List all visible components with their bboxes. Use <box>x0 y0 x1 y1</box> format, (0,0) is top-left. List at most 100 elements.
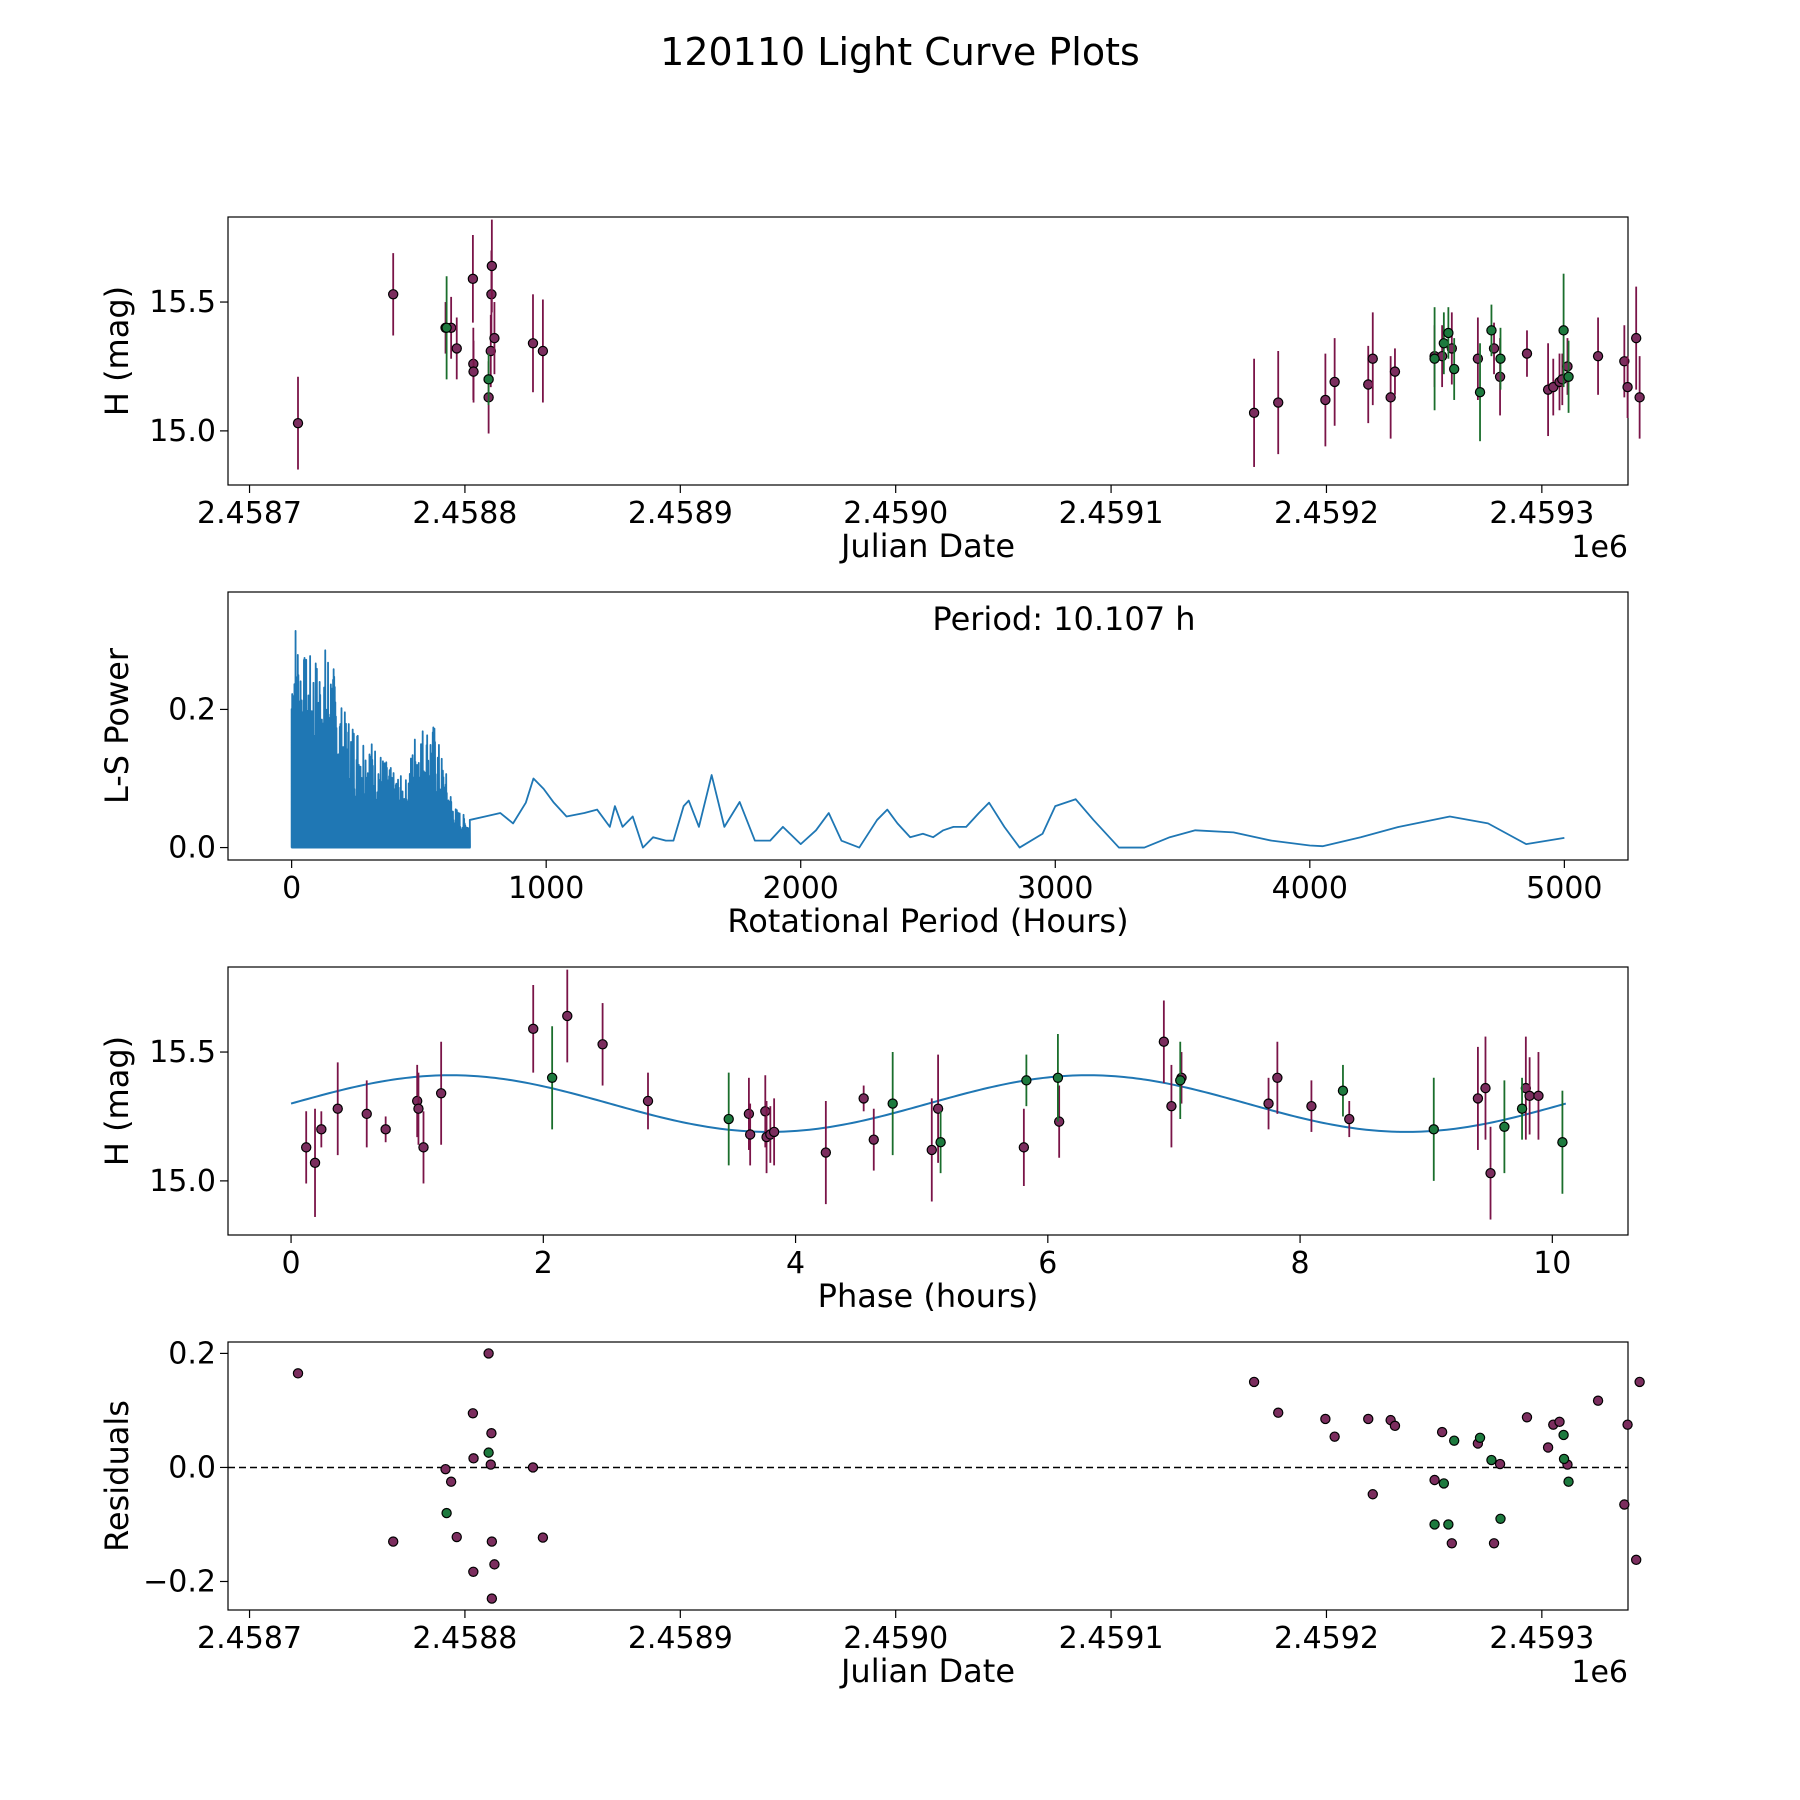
data-point <box>1524 1090 1535 1102</box>
x-tick-label: 2.4592 <box>1274 1621 1379 1656</box>
x-tick-label: 2.4592 <box>1274 496 1379 531</box>
data-point <box>1248 1376 1260 1388</box>
data-point <box>467 273 479 285</box>
data-point <box>1495 353 1506 364</box>
data-point <box>820 1147 832 1158</box>
x-tick-label: 4000 <box>1272 871 1348 906</box>
y-tick-label: 15.5 <box>149 1035 216 1070</box>
data-point <box>562 1010 573 1022</box>
data-point <box>413 1103 424 1114</box>
plot-frame <box>227 591 1629 861</box>
period-annotation: Period: 10.107 h <box>932 600 1195 638</box>
data-point <box>1542 1442 1554 1453</box>
data-point <box>723 1113 734 1125</box>
y-tick-label: 15.0 <box>149 414 216 449</box>
data-point <box>486 260 498 272</box>
data-point <box>1166 1100 1177 1112</box>
data-point <box>1436 1426 1448 1438</box>
data-point <box>1563 1476 1574 1487</box>
series-green <box>441 273 1574 442</box>
data-point <box>1363 379 1374 390</box>
data-point <box>1521 348 1533 359</box>
data-point <box>760 1106 771 1117</box>
data-point <box>1634 392 1645 403</box>
data-point <box>1320 1413 1331 1425</box>
x-tick-label: 5000 <box>1526 871 1602 906</box>
data-point <box>485 345 496 357</box>
y-tick-label: 15.0 <box>149 1164 216 1199</box>
data-point <box>537 345 549 357</box>
data-point <box>1533 1090 1544 1102</box>
data-point <box>1329 376 1340 388</box>
data-point <box>744 1129 756 1140</box>
x-axis-label: Phase (hours) <box>818 1277 1039 1315</box>
data-point <box>1486 1454 1497 1466</box>
data-point <box>1554 1416 1565 1428</box>
data-point <box>1158 1036 1170 1047</box>
data-point <box>1558 1429 1569 1441</box>
x-tick-label: 2.4590 <box>843 1621 948 1656</box>
data-point <box>418 1142 429 1153</box>
data-point <box>451 343 462 354</box>
x-tick-label: 2.4587 <box>197 1621 302 1656</box>
data-point <box>1389 366 1401 377</box>
data-point <box>1018 1142 1030 1153</box>
x-tick-label: 3000 <box>1017 871 1093 906</box>
data-point <box>441 1507 452 1519</box>
data-point <box>597 1039 608 1050</box>
data-point <box>926 1144 937 1156</box>
data-point <box>292 417 304 429</box>
y-tick-label: 15.5 <box>149 285 216 320</box>
y-tick-label: 0.0 <box>168 831 216 866</box>
data-point <box>380 1124 391 1135</box>
x-tick-label: 10 <box>1533 1246 1571 1281</box>
x-tick-label: 2.4591 <box>1059 496 1164 531</box>
x-tick-label: 2.4587 <box>197 496 302 531</box>
data-point <box>1516 1103 1528 1114</box>
y-axis-label: L-S Power <box>98 647 136 804</box>
data-point <box>1389 1420 1401 1432</box>
data-point <box>1306 1100 1317 1112</box>
data-point <box>1634 1376 1645 1388</box>
data-point <box>1429 353 1440 364</box>
data-point <box>1021 1075 1032 1086</box>
y-axis-label: H (mag) <box>98 286 136 416</box>
x-tick-label: 6 <box>1038 1246 1057 1281</box>
x-tick-label: 2.4593 <box>1489 1621 1594 1656</box>
data-point <box>1474 387 1486 398</box>
data-point <box>292 1368 304 1379</box>
data-point <box>467 1408 479 1419</box>
chart-phase: 0 2 4 6 8 10 15.0 15.5 Phase (hours) H (mag) <box>98 966 1629 1315</box>
data-point <box>1272 1072 1283 1084</box>
data-point <box>451 1531 462 1543</box>
data-point <box>768 1126 780 1138</box>
model-curve <box>290 1074 1567 1133</box>
data-point <box>1494 1458 1506 1470</box>
data-point <box>440 1463 451 1475</box>
x-tick-label: 2.4588 <box>412 496 517 531</box>
chart-periodogram: 0 1000 2000 3000 4000 5000 0.0 0.2 Rotational Pe… <box>98 591 1629 940</box>
data-point <box>527 338 539 349</box>
data-point <box>1499 1121 1510 1132</box>
data-point <box>642 1095 654 1107</box>
x-tick-label: 2.4589 <box>628 496 733 531</box>
data-point <box>300 1142 312 1153</box>
x-tick-label: 2000 <box>763 871 839 906</box>
y-tick-label: 0.0 <box>168 1450 216 1485</box>
data-point <box>1337 1085 1349 1096</box>
data-point <box>483 1348 494 1359</box>
y-tick-label: 0.2 <box>168 1336 216 1371</box>
data-point <box>1488 1538 1500 1549</box>
x-tick-label: 2.4588 <box>412 1621 517 1656</box>
data-point <box>1429 1519 1440 1530</box>
data-point <box>1495 1513 1506 1524</box>
data-point <box>1622 1419 1633 1430</box>
x-axis-label: Rotational Period (Hours) <box>727 902 1128 940</box>
data-point <box>361 1108 372 1120</box>
data-point <box>316 1124 327 1135</box>
data-point <box>1320 394 1331 406</box>
data-point <box>1248 407 1260 419</box>
data-point <box>468 1453 479 1464</box>
data-point <box>1446 1538 1458 1549</box>
data-point <box>445 1476 457 1487</box>
